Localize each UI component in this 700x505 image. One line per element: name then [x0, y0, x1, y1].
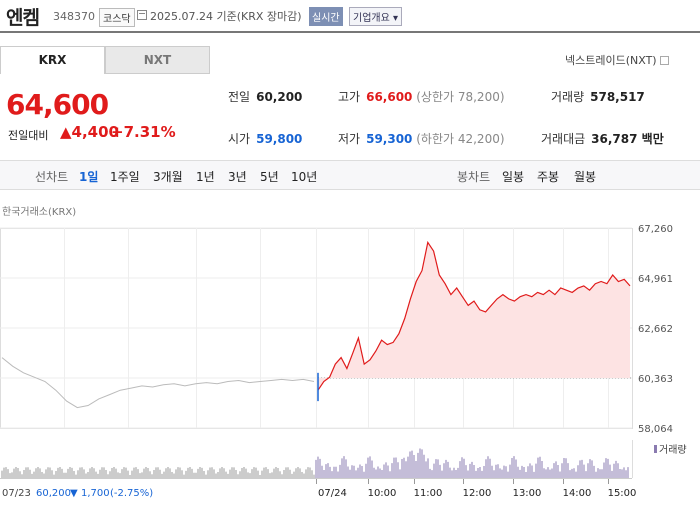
price-change-pct: +7.31% [111, 123, 176, 141]
volume-bars [1, 448, 629, 478]
period-3m[interactable]: 3개월 [153, 170, 183, 184]
stat-open: 시가 59,800 [228, 132, 303, 146]
footer-prev-close: 60,200 [36, 488, 71, 499]
stock-header: 엔켐 348370 코스닥 2025.07.24 기준(KRX 장마감) 실시간… [0, 0, 700, 33]
down-arrow-icon: ▼ [70, 488, 78, 499]
x-tick-label: 12:00 [463, 488, 492, 499]
today-line [317, 240, 631, 391]
footer-prev-change: 1,700 [81, 488, 110, 499]
market-badge: 코스닥 [99, 8, 135, 27]
footer-prev-pct: (-2.75%) [110, 488, 153, 499]
stock-name: 엔켐 [6, 7, 40, 29]
stat-low: 저가 59,300 (하한가 42,200) [338, 132, 505, 146]
tab-krx[interactable]: KRX [0, 46, 105, 74]
y-tick-label: 67,260 [638, 224, 673, 235]
x-tick-label: 07/24 [318, 488, 347, 499]
stock-code: 348370 [53, 10, 95, 23]
realtime-button[interactable]: 실시간 [309, 7, 343, 26]
external-link-icon [659, 56, 669, 65]
y-tick-label: 62,662 [638, 324, 673, 335]
candle-daily[interactable]: 일봉 [502, 170, 525, 184]
stat-volume: 거래량 578,517 [551, 90, 645, 104]
company-overview-dropdown[interactable]: 기업개요 ▾ [349, 7, 403, 26]
period-1d[interactable]: 1일 [79, 170, 99, 184]
stat-high: 고가 66,600 (상한가 78,200) [338, 90, 505, 104]
candle-weekly[interactable]: 주봉 [537, 170, 560, 184]
chart-source: 한국거래소(KRX) [2, 207, 77, 218]
price-change: ▲4,400 [60, 123, 119, 141]
x-tick-label: 10:00 [368, 488, 397, 499]
x-tick-label: 11:00 [414, 488, 443, 499]
volume-legend-swatch [654, 445, 657, 453]
x-tick-label: 15:00 [608, 488, 637, 499]
y-tick-label: 64,961 [638, 274, 673, 285]
y-tick-label: 58,064 [638, 424, 673, 435]
x-tick-label: 13:00 [513, 488, 542, 499]
period-1y[interactable]: 1년 [196, 170, 215, 184]
current-price: 64,600 [6, 88, 109, 121]
period-10y[interactable]: 10년 [291, 170, 318, 184]
nxt-link[interactable]: 넥스트레이드(NXT) [565, 52, 669, 68]
period-3y[interactable]: 3년 [228, 170, 247, 184]
calendar-icon [137, 10, 147, 20]
x-tick-label: 07/23 [2, 488, 31, 499]
today-area [318, 242, 630, 391]
chart-controls: 선차트 1일 1주일 3개월 1년 3년 5년 10년 봉차트 일봉 주봉 월봉 [0, 160, 700, 190]
period-5y[interactable]: 5년 [260, 170, 279, 184]
x-tick-label: 14:00 [563, 488, 592, 499]
prev-day-line [1, 357, 315, 409]
volume-legend-label: 거래량 [659, 444, 687, 456]
change-label: 전일대비 [8, 129, 49, 142]
period-1w[interactable]: 1주일 [110, 170, 140, 184]
up-arrow-icon: ▲ [60, 123, 72, 141]
tab-nxt[interactable]: NXT [105, 46, 210, 74]
stat-amount: 거래대금 36,787 백만 [541, 132, 664, 146]
stat-prev: 전일 60,200 [228, 90, 303, 104]
y-tick-label: 60,363 [638, 374, 673, 385]
candle-chart-label[interactable]: 봉차트 [457, 170, 491, 184]
quote-date: 2025.07.24 기준(KRX 장마감) [150, 10, 302, 23]
candle-monthly[interactable]: 월봉 [574, 170, 597, 184]
chevron-down-icon: ▾ [393, 13, 399, 24]
line-chart-label[interactable]: 선차트 [35, 170, 69, 184]
